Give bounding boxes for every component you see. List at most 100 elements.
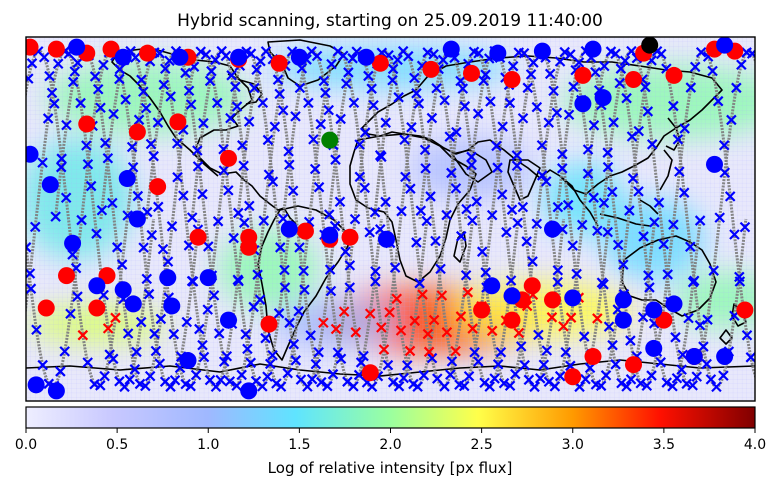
blue-cross-marker (252, 269, 263, 280)
blue-cross-marker (42, 113, 54, 124)
red-cross-marker (338, 306, 350, 317)
blue-cross-marker (653, 197, 665, 208)
blue-cross-marker (610, 359, 621, 370)
blue-cross-marker (492, 162, 503, 173)
red-circle-marker (37, 299, 55, 317)
blue-cross-marker (275, 242, 286, 253)
blue-cross-marker (267, 349, 278, 361)
blue-cross-marker (245, 357, 257, 369)
blue-cross-marker (192, 145, 203, 156)
blue-cross-marker (393, 92, 404, 103)
blue-cross-marker (129, 364, 141, 375)
blue-circle-marker (594, 89, 612, 107)
blue-cross-marker (492, 359, 504, 370)
blue-cross-marker (332, 347, 344, 358)
blue-cross-marker (518, 47, 530, 59)
blue-cross-marker (273, 308, 285, 319)
red-circle-marker (584, 348, 602, 366)
blue-cross-marker (519, 359, 530, 371)
blue-cross-marker (133, 114, 145, 126)
blue-cross-marker (420, 163, 431, 174)
blue-cross-marker (734, 276, 746, 287)
blue-circle-marker (483, 277, 501, 295)
blue-circle-marker (68, 38, 86, 56)
blue-cross-marker (702, 314, 713, 325)
blue-cross-marker (694, 215, 706, 226)
blue-cross-marker (608, 117, 619, 128)
blue-cross-marker (531, 218, 543, 230)
blue-cross-marker (335, 113, 346, 125)
blue-cross-marker (59, 346, 70, 357)
blue-cross-marker (355, 357, 367, 368)
blue-cross-marker (711, 381, 722, 393)
blue-cross-marker (198, 351, 210, 363)
blue-circle-marker (614, 311, 632, 329)
red-cross-marker (486, 325, 498, 337)
blue-cross-marker (104, 349, 115, 360)
blue-cross-marker (445, 369, 456, 380)
blue-cross-marker (444, 131, 456, 142)
orbit-track (281, 49, 520, 389)
blue-cross-marker (344, 282, 356, 293)
blue-cross-marker (349, 213, 361, 225)
blue-cross-marker (580, 373, 591, 385)
blue-cross-marker (148, 150, 159, 162)
blue-cross-marker (50, 211, 61, 222)
blue-cross-marker (327, 368, 339, 380)
blue-cross-marker (197, 339, 208, 351)
blue-cross-marker (419, 144, 431, 156)
blue-cross-marker (330, 154, 341, 165)
orbit-track (26, 49, 247, 389)
blue-circle-marker (230, 48, 248, 66)
red-circle-marker (361, 364, 379, 382)
blue-cross-marker (119, 381, 130, 393)
blue-cross-marker (290, 111, 301, 122)
blue-cross-marker (302, 381, 313, 392)
blue-circle-marker (114, 48, 132, 66)
blue-cross-marker (615, 63, 627, 74)
blue-cross-marker (380, 117, 392, 128)
blue-cross-marker (370, 276, 381, 287)
blue-cross-marker (102, 152, 114, 164)
blue-cross-marker (140, 102, 152, 114)
blue-cross-marker (739, 221, 751, 233)
blue-cross-marker (612, 239, 624, 251)
blue-cross-marker (52, 58, 64, 70)
red-circle-marker (169, 113, 187, 131)
blue-circle-marker (645, 339, 663, 357)
blue-cross-marker (528, 57, 539, 68)
blue-cross-marker (159, 63, 171, 75)
blue-circle-marker (240, 382, 258, 400)
blue-cross-marker (387, 376, 399, 388)
black-circle-marker (641, 37, 659, 54)
blue-cross-marker (418, 370, 430, 381)
blue-cross-marker (695, 47, 707, 58)
blue-cross-marker (536, 139, 548, 151)
red-circle-marker (296, 222, 314, 240)
blue-cross-marker (267, 176, 279, 187)
blue-cross-marker (206, 65, 217, 77)
blue-cross-marker (489, 373, 500, 384)
blue-cross-marker (458, 380, 470, 392)
blue-cross-marker (496, 189, 508, 200)
blue-cross-marker (114, 63, 126, 75)
blue-cross-marker (557, 148, 568, 160)
blue-cross-marker (198, 117, 209, 129)
blue-cross-marker (466, 159, 477, 171)
blue-cross-marker (511, 160, 523, 172)
colorbar-fill (26, 407, 755, 428)
red-cross-marker (422, 328, 434, 340)
blue-cross-marker (478, 75, 489, 86)
red-circle-marker (26, 38, 39, 56)
blue-cross-marker (149, 328, 160, 340)
blue-cross-marker (76, 214, 87, 226)
blue-cross-marker (318, 75, 330, 87)
blue-circle-marker (533, 42, 551, 60)
blue-cross-marker (450, 183, 462, 194)
blue-cross-marker (571, 268, 582, 280)
blue-cross-marker (643, 270, 654, 281)
blue-cross-marker (698, 341, 709, 352)
red-circle-marker (523, 277, 541, 295)
blue-cross-marker (495, 346, 507, 358)
blue-cross-marker (658, 238, 669, 250)
